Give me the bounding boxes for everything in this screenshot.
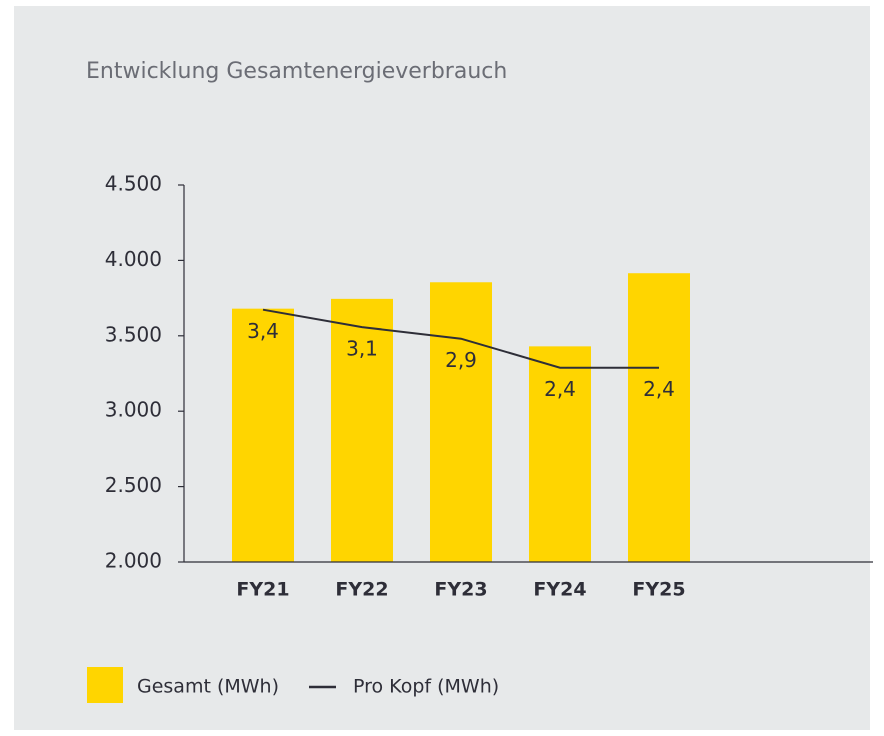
bar <box>232 308 294 562</box>
data-label: 2,4 <box>544 377 576 401</box>
bar <box>529 346 591 562</box>
x-tick-label: FY24 <box>533 579 586 601</box>
x-tick-label: FY23 <box>434 579 487 601</box>
data-label: 3,4 <box>247 319 279 343</box>
bar <box>331 298 393 562</box>
legend-label: Pro Kopf (MWh) <box>353 676 499 698</box>
chart-title: Entwicklung Gesamtenergieverbrauch <box>86 59 507 84</box>
line <box>262 308 659 369</box>
legend-swatch <box>87 667 123 703</box>
data-label: 2,4 <box>643 377 675 401</box>
x-tick-label: FY21 <box>236 579 289 601</box>
y-tick-label: 3.000 <box>105 398 162 422</box>
y-tick-label: 2.500 <box>105 473 162 497</box>
y-tick-label: 4.500 <box>105 172 162 196</box>
bar <box>430 282 492 562</box>
legend-label: Gesamt (MWh) <box>137 676 279 698</box>
y-tick-label: 2.000 <box>105 549 162 573</box>
x-tick-label: FY25 <box>632 579 685 601</box>
data-label: 3,1 <box>346 337 378 361</box>
x-tick-label: FY22 <box>335 579 388 601</box>
data-label: 2,9 <box>445 348 477 372</box>
y-tick-label: 3.500 <box>105 322 162 346</box>
bar <box>628 273 690 562</box>
y-tick-label: 4.000 <box>105 247 162 271</box>
